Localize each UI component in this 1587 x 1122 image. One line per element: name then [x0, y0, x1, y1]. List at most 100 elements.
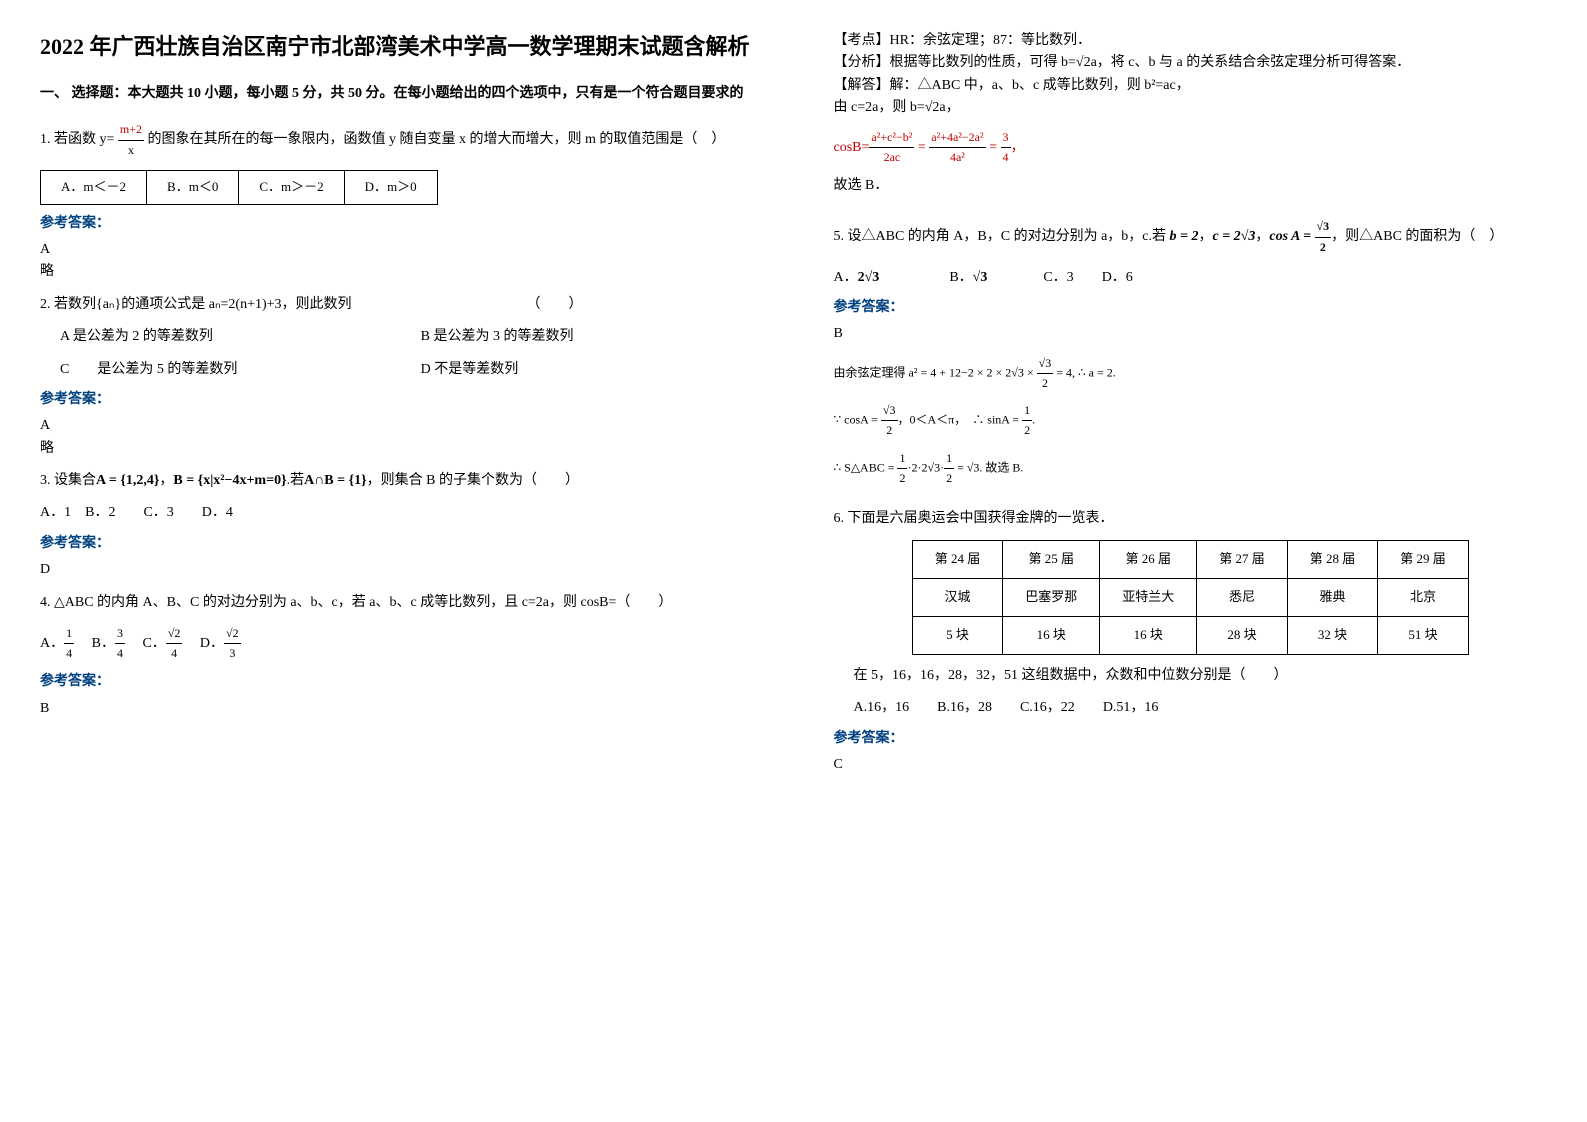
q5-answer: B — [834, 323, 1548, 345]
q6-v6: 51 块 — [1378, 616, 1469, 654]
q6-h3: 第 26 届 — [1100, 541, 1197, 579]
q6-num: 6. — [834, 511, 845, 526]
q4-text: △ABC 的内角 A、B、C 的对边分别为 a、b、c，若 a、b、c 成等比数… — [51, 595, 673, 610]
q6-r5: 雅典 — [1287, 579, 1378, 617]
q1-opt-c: C．m＞－2 — [239, 170, 344, 204]
q4-frac-b: 34 — [115, 624, 125, 663]
q6-v4: 28 块 — [1197, 616, 1288, 654]
q6-v5: 32 块 — [1287, 616, 1378, 654]
q2-num: 2. — [40, 297, 51, 312]
q2-opt-b: B 是公差为 3 的等差数列 — [421, 326, 754, 348]
q5-c: c = 2√3 — [1212, 229, 1255, 244]
q5-text: 设△ABC 的内角 A，B，C 的对边分别为 a，b，c.若 — [844, 229, 1166, 244]
q5-opt-d: D．6 — [1102, 270, 1133, 285]
q6-v2: 16 块 — [1003, 616, 1100, 654]
q5-opt-b: √3 — [973, 270, 988, 285]
q3-opts: A．1 B．2 C．3 D．4 — [40, 502, 754, 524]
q4-ans-label: 参考答案： — [40, 671, 754, 693]
q1-options-table: A．m＜－2 B．m＜0 C．m＞－2 D．m＞0 — [40, 170, 438, 205]
right-column: 【考点】HR：余弦定理；87：等比数列． 【分析】根据等比数列的性质，可得 b=… — [794, 0, 1587, 1122]
q6-question: 在 5，16，16，28，32，51 这组数据中，众数和中位数分别是（ ） — [854, 665, 1548, 687]
q5-opt-a: 2√3 — [858, 270, 880, 285]
q6-h1: 第 24 届 — [912, 541, 1003, 579]
q2-opts-row2: C 是公差为 5 的等差数列 D 不是等差数列 — [60, 359, 754, 381]
question-1: 1. 若函数 y= m+2x 的图象在其所在的每一象限内，函数值 y 随自变量 … — [40, 120, 754, 159]
q3-answer: D — [40, 559, 754, 581]
doc-title: 2022 年广西壮族自治区南宁市北部湾美术中学高一数学理期末试题含解析 — [40, 30, 754, 63]
q6-opt-c: C.16，22 — [1020, 700, 1075, 715]
q3-text: ，则集合 B 的子集个数为（ ） — [367, 473, 579, 488]
q3-mid: .若 — [287, 473, 305, 488]
q6-value-row: 5 块16 块16 块28 块32 块51 块 — [912, 616, 1468, 654]
q4-solve-1: 【解答】解：△ABC 中，a、b、c 成等比数列，则 b²=ac， — [834, 75, 1548, 97]
q5-text2: ，则△ABC 的面积为（ ） — [1331, 229, 1503, 244]
q6-r3: 亚特兰大 — [1100, 579, 1197, 617]
q1-opt-b: B．m＜0 — [147, 170, 239, 204]
question-4: 4. △ABC 的内角 A、B、C 的对边分别为 a、b、c，若 a、b、c 成… — [40, 592, 754, 614]
q2-answer: A — [40, 415, 754, 437]
q6-opts: A.16，16 B.16，28 C.16，22 D.51，16 — [854, 697, 1548, 719]
q4-solve-4: 故选 B． — [834, 175, 1548, 197]
q2-note: 略 — [40, 438, 754, 460]
q2-text: 若数列{aₙ}的通项公式是 aₙ=2(n+1)+3，则此数列 （ ） — [51, 297, 583, 312]
q6-text: 下面是六届奥运会中国获得金牌的一览表． — [844, 511, 1114, 526]
left-column: 2022 年广西壮族自治区南宁市北部湾美术中学高一数学理期末试题含解析 一、 选… — [0, 0, 794, 1122]
q6-opt-a: A.16，16 — [854, 700, 910, 715]
q6-opt-b: B.16，28 — [937, 700, 992, 715]
q1-opt-d: D．m＞0 — [344, 170, 437, 204]
question-5: 5. 设△ABC 的内角 A，B，C 的对边分别为 a，b，c.若 b = 2，… — [834, 217, 1548, 256]
question-6: 6. 下面是六届奥运会中国获得金牌的一览表． — [834, 508, 1548, 530]
q6-r6: 北京 — [1378, 579, 1469, 617]
question-3: 3. 设集合A = {1,2,4}，B = {x|x²−4x+m=0}.若A∩B… — [40, 470, 754, 492]
q5-opt-c: C．3 — [1043, 270, 1073, 285]
q3-num: 3. — [40, 473, 51, 488]
q2-opt-a: A 是公差为 2 的等差数列 — [60, 326, 393, 348]
q6-r1: 汉城 — [912, 579, 1003, 617]
q5-work-2: ∵ cosA = √32，0＜A＜π， ∴ sinA = 12. — [834, 401, 1548, 440]
q1-answer: A — [40, 239, 754, 261]
q5-num: 5. — [834, 229, 845, 244]
q6-table: 第 24 届第 25 届第 26 届第 27 届第 28 届第 29 届 汉城巴… — [912, 540, 1469, 654]
q1-text2: 的图象在其所在的每一象限内，函数值 y 随自变量 x 的增大而增大，则 m 的取… — [144, 132, 725, 147]
q3-ans-label: 参考答案： — [40, 533, 754, 555]
q5-opts: A．2√3 B．√3 C．3 D．6 — [834, 267, 1548, 289]
q5-work-1: 由余弦定理得 a² = 4 + 12−2 × 2 × 2√3 × √32 = 4… — [834, 354, 1548, 393]
q6-v1: 5 块 — [912, 616, 1003, 654]
q3-cond: A∩B = {1} — [304, 473, 367, 488]
q4-analysis: 【分析】根据等比数列的性质，可得 b=√2a，将 c、b 与 a 的关系结合余弦… — [834, 52, 1548, 74]
q5-work-3: ∴ S△ABC = 12·2·2√3·12 = √3. 故选 B. — [834, 449, 1548, 488]
q1-text1: 若函数 y= — [51, 132, 118, 147]
section-1-head: 一、 选择题：本大题共 10 小题，每小题 5 分，共 50 分。在每小题给出的… — [40, 83, 754, 105]
q6-ans-label: 参考答案： — [834, 728, 1548, 750]
q2-ans-label: 参考答案： — [40, 389, 754, 411]
q5-ans-label: 参考答案： — [834, 297, 1548, 319]
q1-note: 略 — [40, 261, 754, 283]
q6-h5: 第 28 届 — [1287, 541, 1378, 579]
q4-frac-a: 14 — [64, 624, 74, 663]
q6-opt-d: D.51，16 — [1103, 700, 1159, 715]
q2-opts-row1: A 是公差为 2 的等差数列 B 是公差为 3 的等差数列 — [60, 326, 754, 348]
question-2: 2. 若数列{aₙ}的通项公式是 aₙ=2(n+1)+3，则此数列 （ ） — [40, 294, 754, 316]
q5-cosa-frac: √32 — [1315, 217, 1332, 256]
q6-h6: 第 29 届 — [1378, 541, 1469, 579]
q6-r4: 悉尼 — [1197, 579, 1288, 617]
q4-num: 4. — [40, 595, 51, 610]
q6-h4: 第 27 届 — [1197, 541, 1288, 579]
q4-opts: A．14 B．34 C．√24 D．√23 — [40, 624, 754, 663]
q3-set-a: A = {1,2,4} — [96, 473, 159, 488]
q6-city-row: 汉城巴塞罗那亚特兰大悉尼雅典北京 — [912, 579, 1468, 617]
q4-frac-c: √24 — [166, 624, 183, 663]
q4-solve-2: 由 c=2a，则 b=√2a， — [834, 97, 1548, 119]
q4-keypoint: 【考点】HR：余弦定理；87：等比数列． — [834, 30, 1548, 52]
q1-num: 1. — [40, 132, 51, 147]
q5-cosa-l: cos A = — [1269, 229, 1314, 244]
q3-prefix: 设集合 — [51, 473, 97, 488]
q6-answer: C — [834, 754, 1548, 776]
q6-h2: 第 25 届 — [1003, 541, 1100, 579]
q6-r2: 巴塞罗那 — [1003, 579, 1100, 617]
q4-formula: cosB=a²+c²−b²2ac = a²+4a²−2a²4a² = 34， — [834, 128, 1548, 167]
q1-ans-label: 参考答案： — [40, 213, 754, 235]
q3-set-b: B = {x|x²−4x+m=0} — [173, 473, 286, 488]
q6-header-row: 第 24 届第 25 届第 26 届第 27 届第 28 届第 29 届 — [912, 541, 1468, 579]
q4-frac-d: √23 — [224, 624, 241, 663]
